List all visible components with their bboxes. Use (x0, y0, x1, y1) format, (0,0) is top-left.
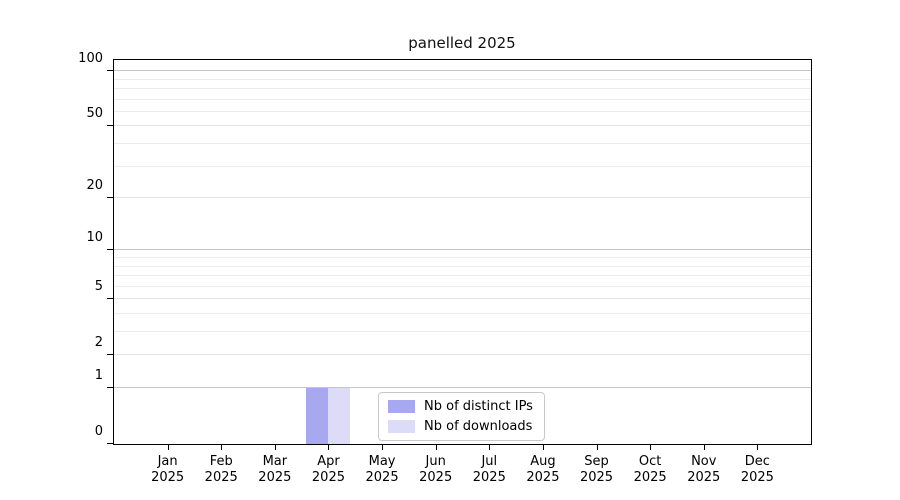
gridline-mid (114, 125, 811, 127)
legend-item-downloads: Nb of downloads (388, 419, 533, 434)
legend-swatch-downloads (388, 420, 415, 433)
x-tick-label: Jun 2025 (419, 454, 453, 485)
y-tick-label: 0 (94, 424, 103, 439)
gridline-major (114, 70, 811, 72)
y-tick (107, 354, 113, 356)
x-tick-label: Sep 2025 (579, 454, 614, 485)
y-tick-label: 20 (86, 178, 103, 194)
y-tick (107, 249, 113, 251)
legend: Nb of distinct IPs Nb of downloads (378, 392, 545, 441)
x-tick-label: Jul 2025 (472, 454, 506, 485)
y-tick-label: 5 (94, 279, 103, 295)
plot-area: Nb of distinct IPs Nb of downloads 0 1 2 5 1… (78, 52, 812, 485)
y-tick-label: 50 (86, 106, 103, 122)
y-tick-label: 2 (94, 335, 103, 351)
x-tick (596, 444, 598, 450)
gridline-minor (114, 257, 811, 258)
gridline-minor (114, 143, 811, 145)
x-tick-label: Dec 2025 (740, 454, 774, 485)
gridline-minor (114, 275, 811, 277)
y-tick-label: 10 (86, 230, 103, 246)
x-tick (167, 444, 169, 450)
x-tick-label: Feb 2025 (204, 454, 238, 485)
gridline-mid (114, 298, 811, 300)
gridline-minor (114, 165, 811, 167)
gridline-minor (114, 98, 811, 100)
chart-title: panelled 2025 (408, 34, 516, 52)
gridline-minor (114, 285, 811, 287)
x-tick (489, 444, 491, 450)
gridline-major (114, 387, 811, 389)
x-tick (703, 444, 705, 450)
y-tick (107, 70, 113, 72)
x-tick (435, 444, 437, 450)
legend-label-downloads: Nb of downloads (424, 419, 533, 434)
y-tick (107, 387, 113, 389)
gridline-major (114, 249, 811, 251)
x-tick-label: Oct 2025 (633, 454, 667, 485)
x-tick-label: May 2025 (365, 454, 399, 485)
x-tick (757, 444, 759, 450)
legend-item-distinct-ips: Nb of distinct IPs (388, 399, 533, 414)
gridline-minor (114, 88, 811, 90)
x-tick-label: Aug 2025 (526, 454, 560, 485)
x-tick (328, 444, 330, 450)
y-tick-label: 100 (78, 51, 103, 67)
gridline-minor (114, 331, 811, 333)
x-tick-label: Mar 2025 (258, 454, 292, 485)
x-tick-label: Nov 2025 (687, 454, 721, 485)
bar-distinct-ips (306, 388, 329, 444)
y-tick (107, 197, 113, 199)
x-tick-label: Jan 2025 (151, 454, 185, 485)
y-tick-label: 1 (94, 368, 103, 384)
x-tick (274, 444, 276, 450)
x-tick (221, 444, 223, 450)
x-tick (542, 444, 544, 450)
gridline-mid (114, 197, 811, 199)
gridline-minor (114, 110, 811, 112)
legend-label-distinct-ips: Nb of distinct IPs (424, 399, 533, 414)
x-tick-label: Apr 2025 (311, 454, 345, 485)
y-tick (107, 298, 113, 300)
gridline-mid (114, 354, 811, 356)
gridline-minor (114, 265, 811, 267)
x-tick (382, 444, 384, 450)
gridline-minor (114, 78, 811, 80)
bar-downloads (328, 388, 351, 444)
y-tick (107, 443, 113, 444)
x-tick (650, 444, 652, 450)
legend-swatch-distinct-ips (388, 400, 415, 413)
y-tick (107, 125, 113, 127)
gridline-minor (114, 313, 811, 314)
